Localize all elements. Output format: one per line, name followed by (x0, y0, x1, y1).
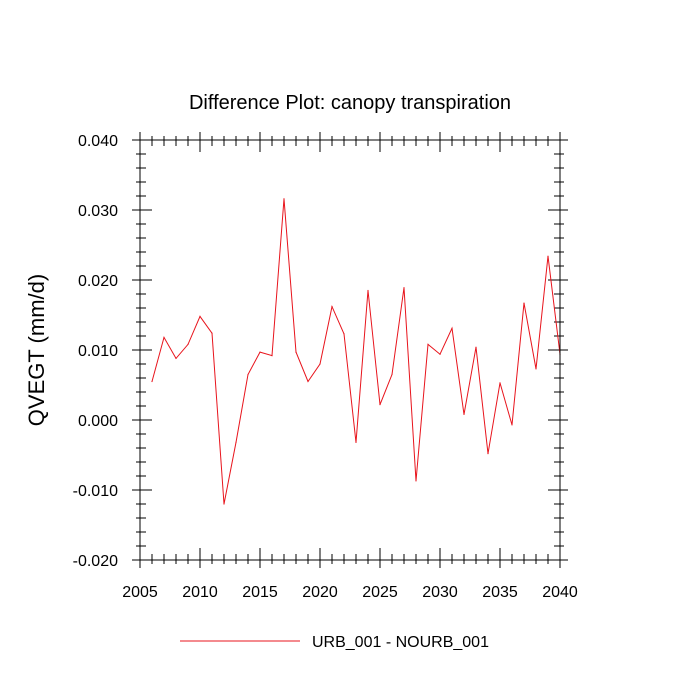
data-point (271, 355, 273, 357)
y-tick-label: 0.020 (78, 273, 118, 290)
data-point (151, 380, 153, 383)
y-tick-label: 0.000 (78, 413, 118, 430)
data-point (535, 368, 537, 370)
chart-title: Difference Plot: canopy transpiration (189, 92, 511, 114)
data-point (499, 382, 501, 384)
data-point (199, 315, 201, 317)
series-line (151, 198, 561, 505)
y-tick-label: 0.010 (78, 343, 118, 360)
tick-labels: 2005 2010 2015 2020 2025 2030 2035 2040 -0.020 -0… (73, 133, 578, 601)
data-point (211, 332, 213, 334)
data-point (403, 287, 405, 289)
y-tick-label: -0.020 (73, 553, 118, 570)
data-point (391, 373, 393, 376)
data-point (343, 333, 345, 335)
plot-frame (139, 139, 561, 561)
x-tick-label: 2030 (422, 584, 458, 601)
y-axis-label: QVEGT (mm/d) (24, 274, 49, 426)
y-tick-label: 0.030 (78, 203, 118, 220)
y-tick-label: -0.010 (73, 483, 118, 500)
data-point (319, 363, 321, 365)
data-point (379, 404, 381, 406)
legend-label: URB_001 - NOURB_001 (312, 634, 489, 651)
data-point (307, 380, 309, 383)
data-point (463, 413, 465, 415)
y-tick-label: 0.040 (78, 133, 118, 150)
data-point (247, 373, 249, 376)
x-tick-label: 2010 (182, 584, 218, 601)
legend: URB_001 - NOURB_001 (180, 634, 489, 651)
x-tick-label: 2015 (242, 584, 278, 601)
x-tick-label: 2025 (362, 584, 398, 601)
data-point (295, 351, 297, 353)
x-tick-label: 2040 (542, 584, 578, 601)
data-point (187, 343, 189, 345)
data-point (547, 255, 549, 257)
data-point (511, 424, 513, 426)
data-point (175, 357, 177, 359)
data-point (439, 353, 441, 355)
data-point (367, 289, 369, 292)
data-point (475, 346, 477, 348)
data-point (259, 351, 261, 353)
series-layer (151, 198, 561, 505)
data-point (523, 302, 525, 304)
data-point (283, 198, 285, 200)
axis-ticks (132, 132, 568, 568)
data-point (355, 441, 357, 443)
data-point (451, 327, 453, 329)
data-point (235, 441, 237, 443)
data-point (427, 343, 429, 345)
x-tick-label: 2035 (482, 584, 518, 601)
data-point (163, 336, 165, 338)
x-tick-label: 2005 (122, 584, 158, 601)
x-tick-label: 2020 (302, 584, 338, 601)
data-point (487, 453, 489, 455)
data-point (223, 503, 225, 505)
data-point (415, 480, 417, 482)
data-point (331, 306, 333, 308)
